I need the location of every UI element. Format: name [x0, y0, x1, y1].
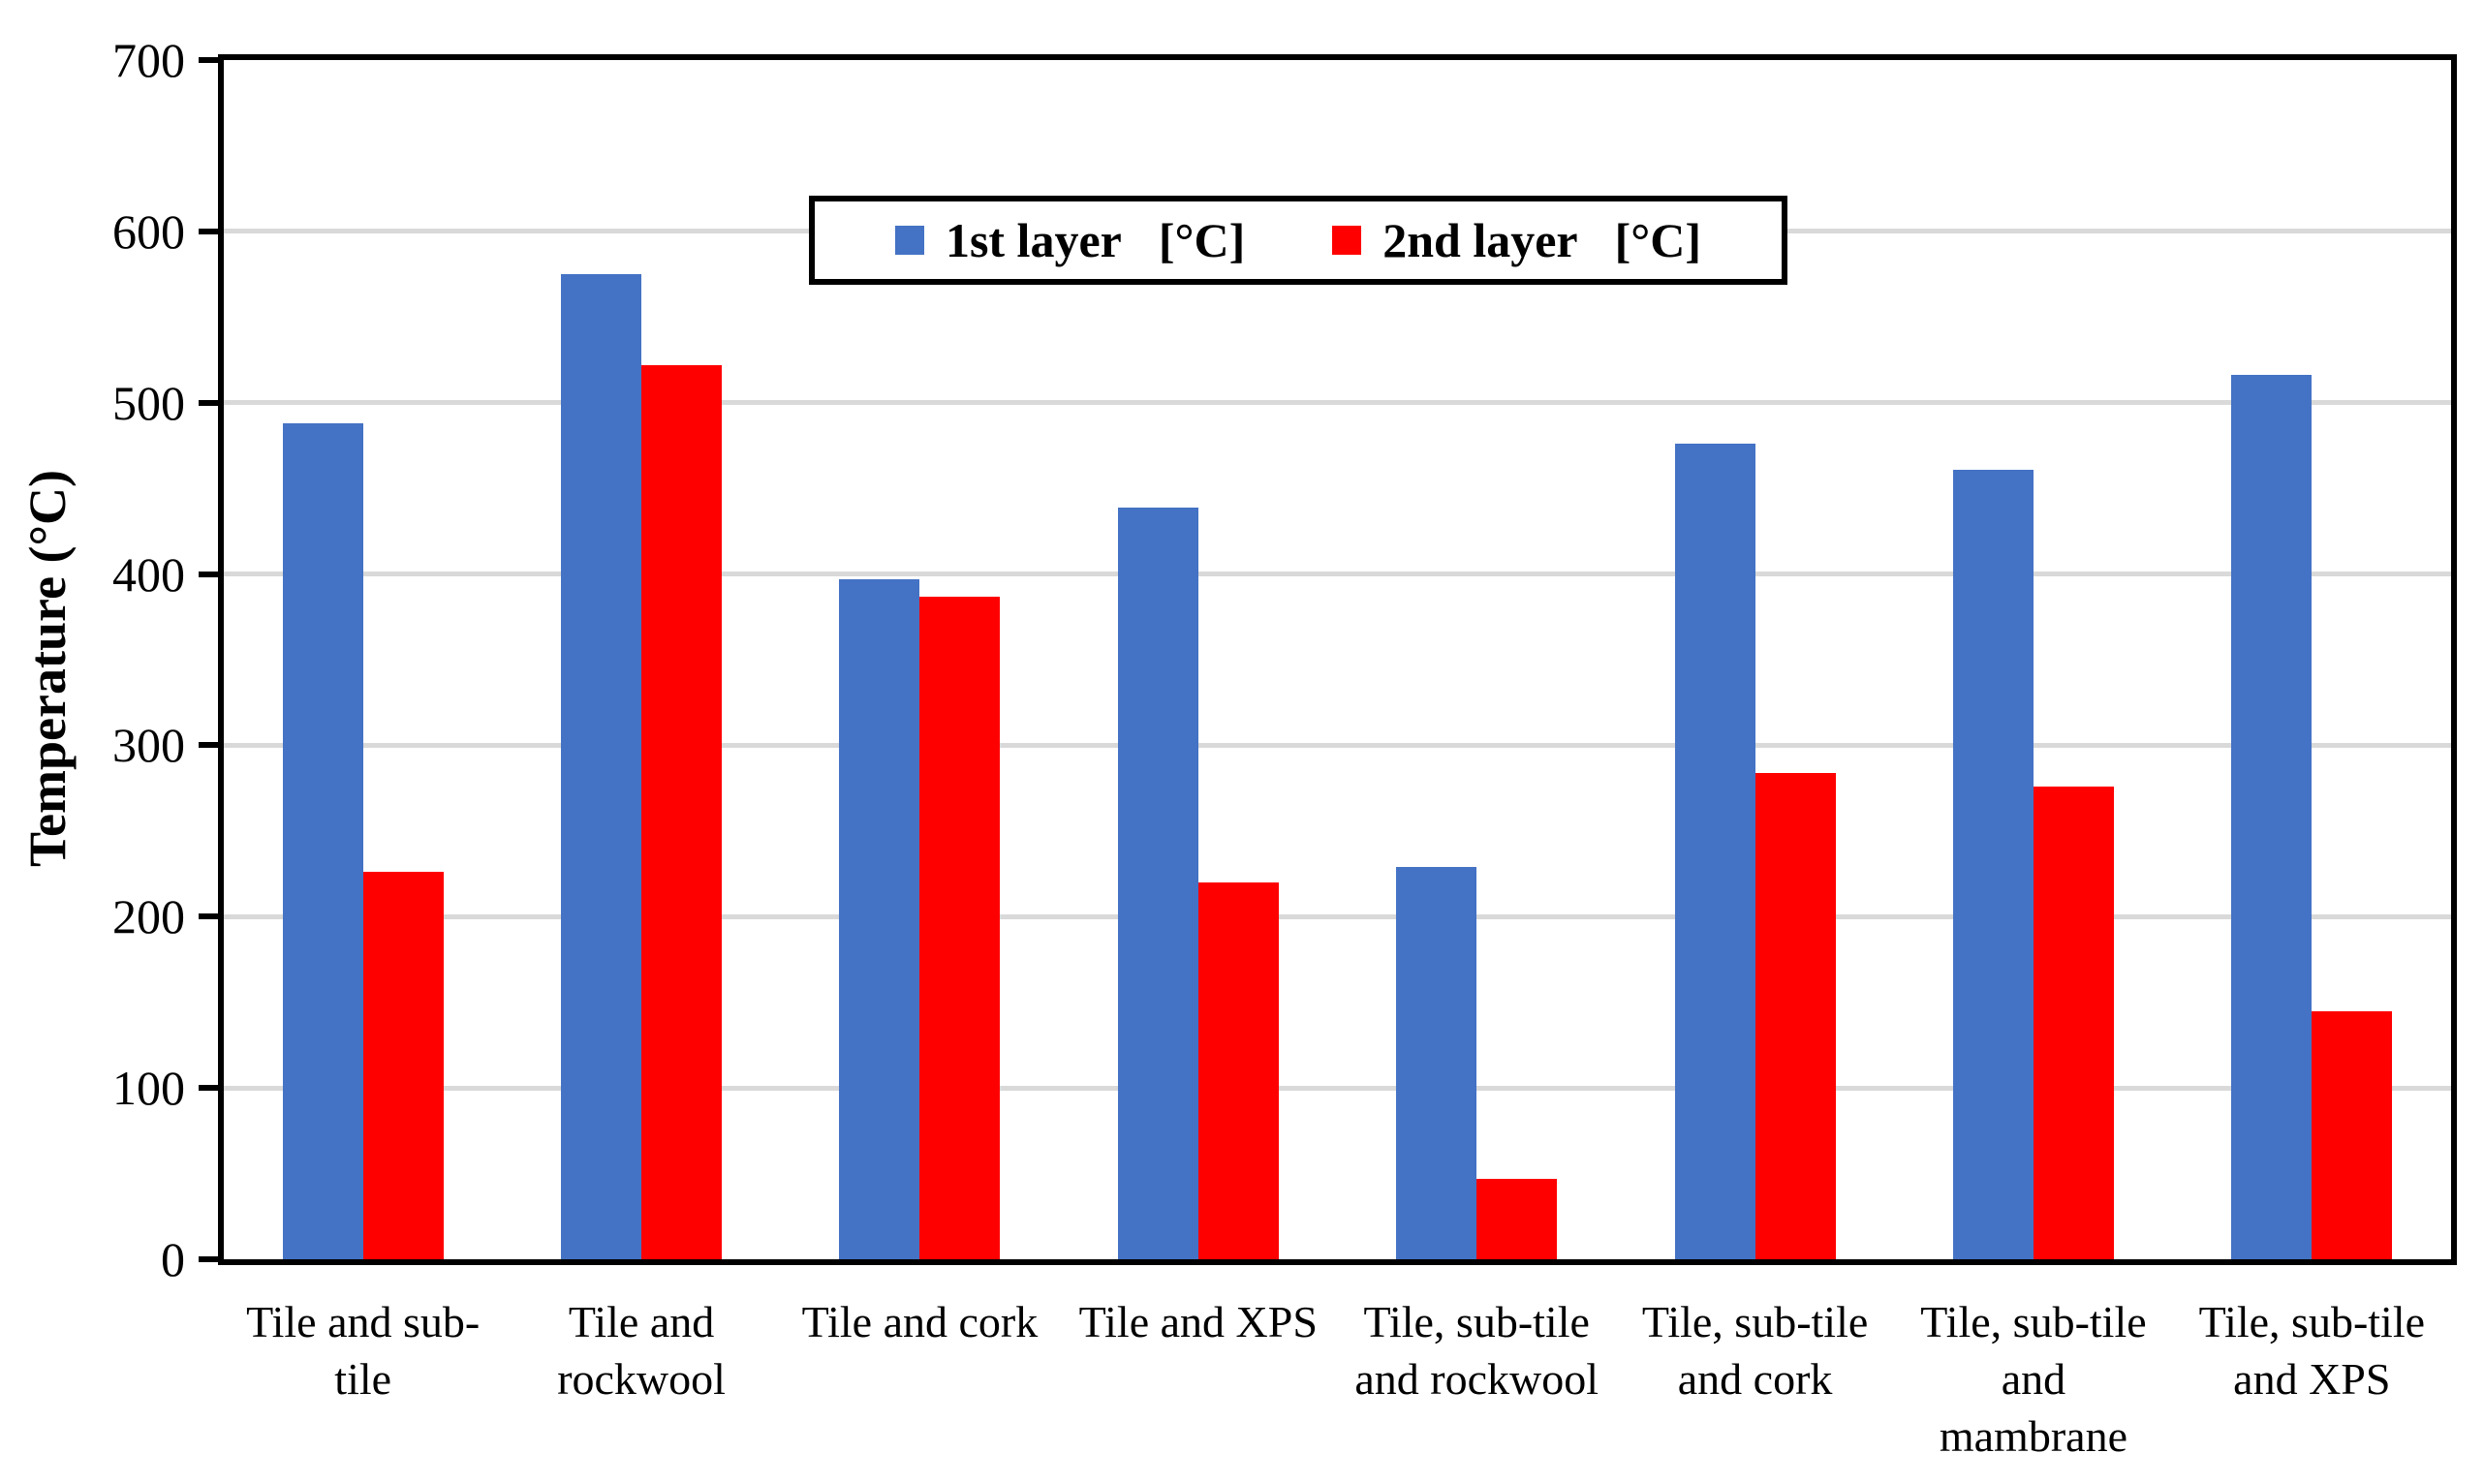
- y-tick-label-400: 400: [112, 546, 185, 602]
- bar-series1-6: [1674, 444, 1755, 1259]
- legend-label-1st-layer: 1st layer: [945, 213, 1122, 267]
- gridline-100: [224, 1085, 2451, 1091]
- bar-series2-3: [919, 596, 1001, 1259]
- y-axis-tick: [199, 399, 218, 406]
- bar-series1-4: [1117, 507, 1198, 1259]
- bar-series1-5: [1396, 867, 1477, 1259]
- bar-series2-8: [2312, 1010, 2393, 1259]
- bar-series2-6: [1754, 772, 1836, 1259]
- x-category-label-7: Tile, sub-tile and mambrane: [1920, 1297, 2147, 1461]
- bar-series2-5: [1476, 1178, 1558, 1259]
- bar-series2-1: [362, 872, 444, 1259]
- y-axis-tick: [199, 57, 218, 63]
- gridline-500: [224, 400, 2451, 406]
- x-category-label-2: Tile and rockwool: [557, 1297, 726, 1404]
- y-axis-tick: [199, 1085, 218, 1092]
- legend-box: 1st layer [°C] 2nd layer [°C]: [809, 196, 1787, 285]
- y-tick-label-700: 700: [112, 33, 185, 87]
- x-category-label-3: Tile and cork: [801, 1297, 1039, 1346]
- y-tick-label-100: 100: [112, 1061, 185, 1116]
- x-category-label-4: Tile and XPS: [1078, 1297, 1318, 1346]
- x-category-label-1: Tile and sub- tile: [246, 1297, 481, 1404]
- legend-unit-2nd-layer: [°C]: [1614, 213, 1702, 267]
- y-tick-label-600: 600: [112, 203, 185, 259]
- gridline-300: [224, 742, 2451, 748]
- x-category-label-8: Tile, sub-tile and XPS: [2198, 1297, 2426, 1404]
- y-tick-label-500: 500: [112, 375, 185, 430]
- bar-series1-2: [561, 274, 642, 1259]
- legend-swatch-red-icon: [1332, 226, 1362, 255]
- x-category-label-6: Tile, sub-tile and cork: [1641, 1297, 1869, 1404]
- bar-series2-7: [2033, 786, 2114, 1259]
- y-tick-label-200: 200: [112, 889, 185, 944]
- bar-series2-2: [641, 364, 723, 1259]
- bar-series1-8: [2231, 375, 2313, 1259]
- gridline-400: [224, 572, 2451, 577]
- legend-swatch-blue-icon: [894, 226, 924, 255]
- y-axis-tick: [199, 913, 218, 920]
- legend-unit-1st-layer: [°C]: [1158, 213, 1246, 267]
- bar-series1-1: [282, 422, 363, 1259]
- gridline-200: [224, 913, 2451, 919]
- y-axis-tick: [199, 1256, 218, 1262]
- legend-entry-1st-layer: 1st layer [°C]: [894, 212, 1246, 268]
- x-category-label-5: Tile, sub-tile and rockwool: [1354, 1297, 1599, 1404]
- legend-entry-2nd-layer: 2nd layer [°C]: [1332, 212, 1701, 268]
- bar-series2-4: [1197, 881, 1279, 1259]
- y-axis-tick: [199, 571, 218, 577]
- y-axis-tick: [199, 742, 218, 749]
- y-tick-label-300: 300: [112, 718, 185, 773]
- legend-label-2nd-layer: 2nd layer: [1382, 213, 1578, 267]
- bar-series1-7: [1952, 469, 2034, 1259]
- y-tick-label-0: 0: [161, 1232, 185, 1286]
- bar-series1-3: [839, 578, 920, 1259]
- y-axis-tick: [199, 228, 218, 234]
